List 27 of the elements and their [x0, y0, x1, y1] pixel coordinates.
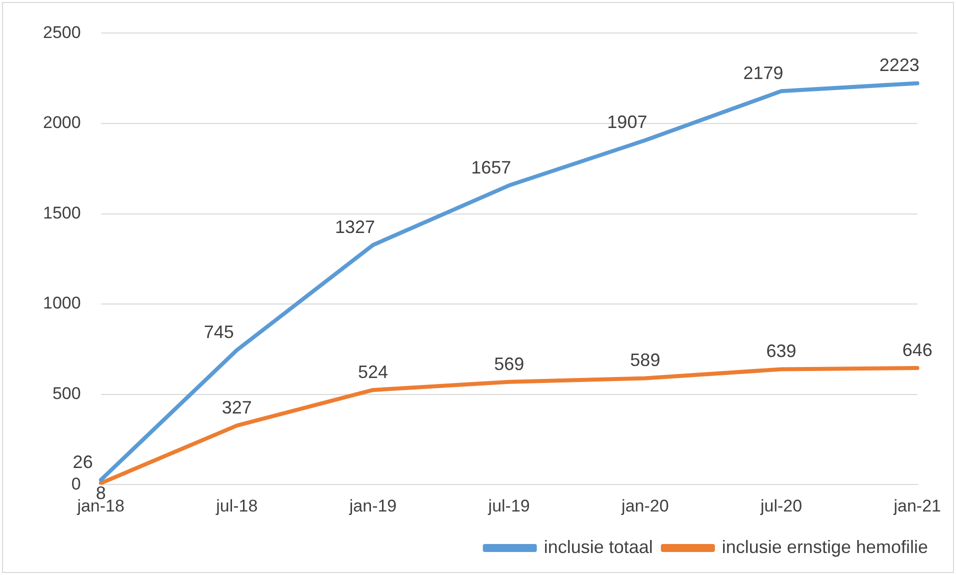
x-tick-label: jan-21	[892, 496, 942, 516]
x-tick-label: jan-20	[620, 496, 669, 516]
data-label: 589	[630, 350, 660, 370]
y-tick-label: 2500	[42, 22, 81, 42]
data-label: 1327	[334, 216, 376, 237]
y-tick-label: 1500	[42, 203, 81, 222]
y-tick-label: 1000	[42, 294, 81, 313]
y-tick-label: 0	[71, 474, 81, 494]
data-label: 2179	[743, 63, 784, 84]
data-label: 1907	[607, 112, 648, 132]
legend-label: inclusie ernstige hemofilie	[722, 536, 928, 557]
data-label: 745	[204, 322, 234, 342]
x-tick-label: jul-20	[759, 496, 802, 516]
data-label: 639	[766, 341, 796, 362]
data-label: 569	[494, 354, 524, 374]
x-tick-label: jan-19	[348, 496, 397, 516]
y-tick-label: 500	[52, 384, 81, 404]
data-label: 327	[222, 398, 252, 418]
y-tick-label: 2000	[42, 113, 81, 132]
data-label: 524	[358, 362, 388, 382]
data-label: 26	[72, 452, 93, 472]
data-label: 2223	[879, 55, 920, 76]
data-label: 1657	[471, 157, 512, 178]
x-tick-label: jul-19	[487, 496, 530, 516]
legend-label: inclusie totaal	[544, 536, 653, 557]
data-label: 646	[902, 340, 932, 360]
x-tick-label: jul-18	[215, 496, 258, 516]
